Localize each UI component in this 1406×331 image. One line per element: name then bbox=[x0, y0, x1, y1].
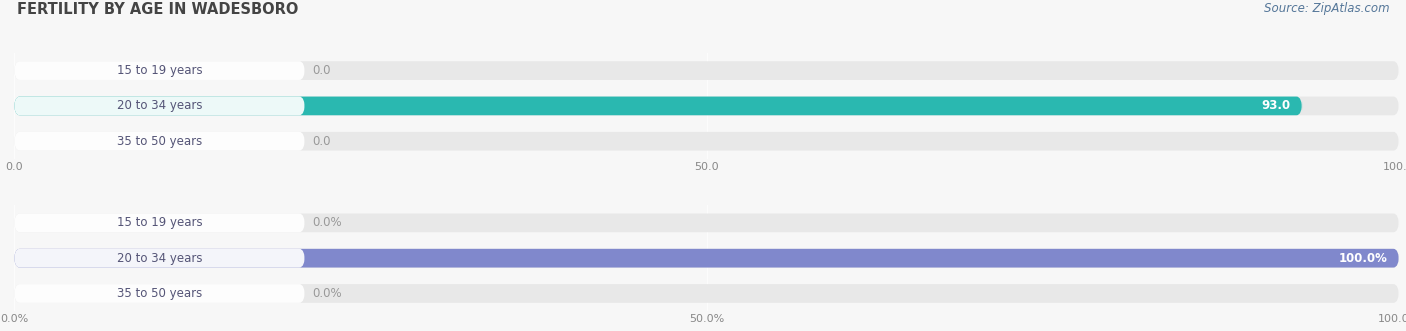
Text: 15 to 19 years: 15 to 19 years bbox=[117, 64, 202, 77]
FancyBboxPatch shape bbox=[14, 284, 305, 303]
FancyBboxPatch shape bbox=[14, 249, 1399, 267]
Text: 20 to 34 years: 20 to 34 years bbox=[117, 252, 202, 265]
FancyBboxPatch shape bbox=[14, 97, 1302, 115]
FancyBboxPatch shape bbox=[14, 97, 1399, 115]
FancyBboxPatch shape bbox=[14, 61, 305, 80]
Text: 0.0%: 0.0% bbox=[312, 216, 342, 229]
Text: 0.0%: 0.0% bbox=[312, 287, 342, 300]
FancyBboxPatch shape bbox=[14, 284, 1399, 303]
Text: 35 to 50 years: 35 to 50 years bbox=[117, 135, 202, 148]
Text: 20 to 34 years: 20 to 34 years bbox=[117, 99, 202, 113]
Text: 0.0: 0.0 bbox=[312, 135, 330, 148]
FancyBboxPatch shape bbox=[14, 213, 1399, 232]
Text: Source: ZipAtlas.com: Source: ZipAtlas.com bbox=[1264, 2, 1389, 15]
FancyBboxPatch shape bbox=[14, 61, 1399, 80]
Text: 35 to 50 years: 35 to 50 years bbox=[117, 287, 202, 300]
FancyBboxPatch shape bbox=[14, 249, 305, 267]
Text: 0.0: 0.0 bbox=[312, 64, 330, 77]
FancyBboxPatch shape bbox=[14, 97, 305, 115]
FancyBboxPatch shape bbox=[14, 249, 1399, 267]
FancyBboxPatch shape bbox=[14, 132, 1399, 151]
Text: 15 to 19 years: 15 to 19 years bbox=[117, 216, 202, 229]
FancyBboxPatch shape bbox=[14, 213, 305, 232]
Text: 93.0: 93.0 bbox=[1261, 99, 1291, 113]
Text: FERTILITY BY AGE IN WADESBORO: FERTILITY BY AGE IN WADESBORO bbox=[17, 2, 298, 17]
Text: 100.0%: 100.0% bbox=[1339, 252, 1388, 265]
FancyBboxPatch shape bbox=[14, 132, 305, 151]
